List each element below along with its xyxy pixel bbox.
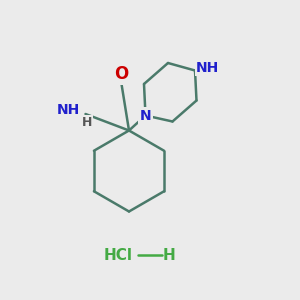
- Text: H: H: [82, 116, 92, 129]
- Text: N: N: [140, 109, 151, 122]
- Text: HCl: HCl: [104, 248, 133, 262]
- Text: H: H: [163, 248, 176, 262]
- Text: NH: NH: [196, 61, 219, 74]
- Text: O: O: [114, 65, 129, 83]
- Text: NH: NH: [57, 103, 80, 117]
